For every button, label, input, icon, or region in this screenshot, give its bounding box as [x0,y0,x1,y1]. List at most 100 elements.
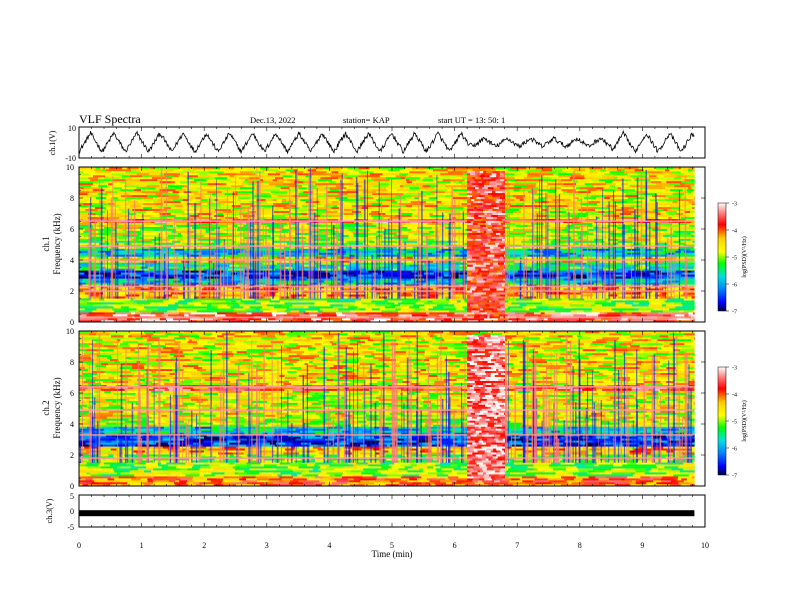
ch1-spec-cell [339,298,347,301]
ch1-spec-cell [267,212,273,215]
ch1-spec-cell [656,212,661,215]
ch1-spec-cell [255,264,268,267]
ch1-spec-cell [112,250,128,253]
ch1-spec-cell [343,202,349,206]
ch1-spec-cell [105,252,112,255]
ch1-spec-cell [152,230,165,233]
ch1-spec-cell [588,286,600,289]
ch1-spec-cell [401,238,408,241]
ch1-spec-cell [351,230,369,233]
ch1-spec-cell [429,268,433,271]
ch1-spec-cell [668,246,681,249]
ch1-spec-cell [348,228,364,231]
ch1-spec-cell [121,210,138,213]
ch1-spec-cell [548,200,561,204]
ch1-spec-cell [271,312,288,315]
ch1-spec-cell [129,264,146,267]
ch1-spec-cell [262,174,268,178]
ch1-spec-cell [159,304,169,307]
ch1-spec-cell [182,304,195,307]
ch1-spec-cell [138,184,147,188]
ch1-spec-cell [263,204,275,208]
ch1-spec-cell [274,228,282,231]
ch1-spec-cell [530,194,546,198]
ch1-spec-cell [79,254,95,257]
ch1-spec-cell [562,292,571,295]
ch1-spec-cell [396,286,408,289]
ch1-spec-cell [581,236,598,239]
ch1-spec-cell [217,173,226,176]
ch1-spec-cell [368,248,378,251]
ch1-spec-cell [230,167,235,170]
ch1-spec-cell [124,242,131,245]
ch1-spec-cell [371,214,383,217]
ch1-spec-cell [144,204,157,208]
ch1-spec-cell [519,188,532,192]
ch1-spec-cell [142,222,155,225]
ch1-spec-cell [286,318,294,321]
ch1-spec-cell [175,180,181,184]
ch1-spec-cell [395,174,407,178]
ch1-spec-cell [215,264,230,267]
ch1-spec-cell [127,320,136,322]
ch1-spec-cell [204,272,213,275]
ch1-spec-cell [626,312,633,315]
ch1-spec-cell [565,240,580,243]
ch1-spec-cell [268,256,274,259]
ch1-spec-cell [179,194,188,198]
ch1-spec-cell [620,304,633,307]
ch1-spec-cell [165,192,179,196]
ch1-spec-cell [555,216,569,219]
ch1-spec-cell [361,296,372,299]
ch1-spec-cell [112,182,126,186]
ch1-spec-cell [204,296,220,299]
ch1-spec-cell [309,196,321,200]
ch1-spec-cell [264,288,279,291]
ch1-spec-cell [79,210,96,213]
ch1-spec-cell [648,186,666,190]
ch1-spec-cell [586,274,600,277]
ch1-spec-cell [560,238,568,241]
ch1-spec-cell [194,288,203,291]
ch1-spec-cell [604,212,621,215]
ch1-spec-cell [613,210,624,213]
ch1-spec-cell [623,190,629,194]
ch1-spec-cell [242,222,247,225]
ch1-spec-cell [303,288,311,291]
ch1-spec-cell [188,314,196,317]
ch1-spec-cell [516,300,528,303]
ch1-spec-cell [319,280,325,283]
ch1-spec-cell [690,192,695,196]
ch1-spec-cell [207,173,218,176]
ch1-spec-cell [579,204,588,208]
ch1-spec-cell [342,288,357,291]
ch1-spec-cell [622,198,633,202]
ch1-spec-cell [547,228,560,231]
ch1-spec-cell [122,262,139,265]
ch1-spec-cell [694,182,695,186]
ch1-spec-cell [109,310,115,313]
ch1-spec-cell [660,286,667,289]
ch1-spec-cell [392,190,409,194]
ch1-spec-cell [139,284,154,287]
ch1-spec-cell [508,169,520,172]
ch1-spec-cell [684,178,691,182]
ch1-spec-cell [647,200,655,204]
ch1-spec-cell [433,260,440,263]
ch1-spec-cell [541,304,550,307]
ch1-spec-cell [421,202,434,206]
ch1-spec-cell [552,167,567,170]
ch1-spec-cell [89,173,99,176]
ch1-spec-cell [332,232,344,235]
ch1-spec-cell [346,276,360,279]
ch1-spec-cell [616,252,628,255]
ch1-spec-cell [516,272,529,275]
ch1-spec-cell [79,194,92,198]
ch1-spec-cell [377,204,390,208]
ch1-spec-cell [521,288,525,291]
ch1-spec-cell [521,210,536,213]
ch1-spec-cell [312,192,325,196]
ch1-spec-cell [516,268,522,271]
ch1-spec-cell [269,240,274,243]
ch1-spec-cell [210,246,221,249]
